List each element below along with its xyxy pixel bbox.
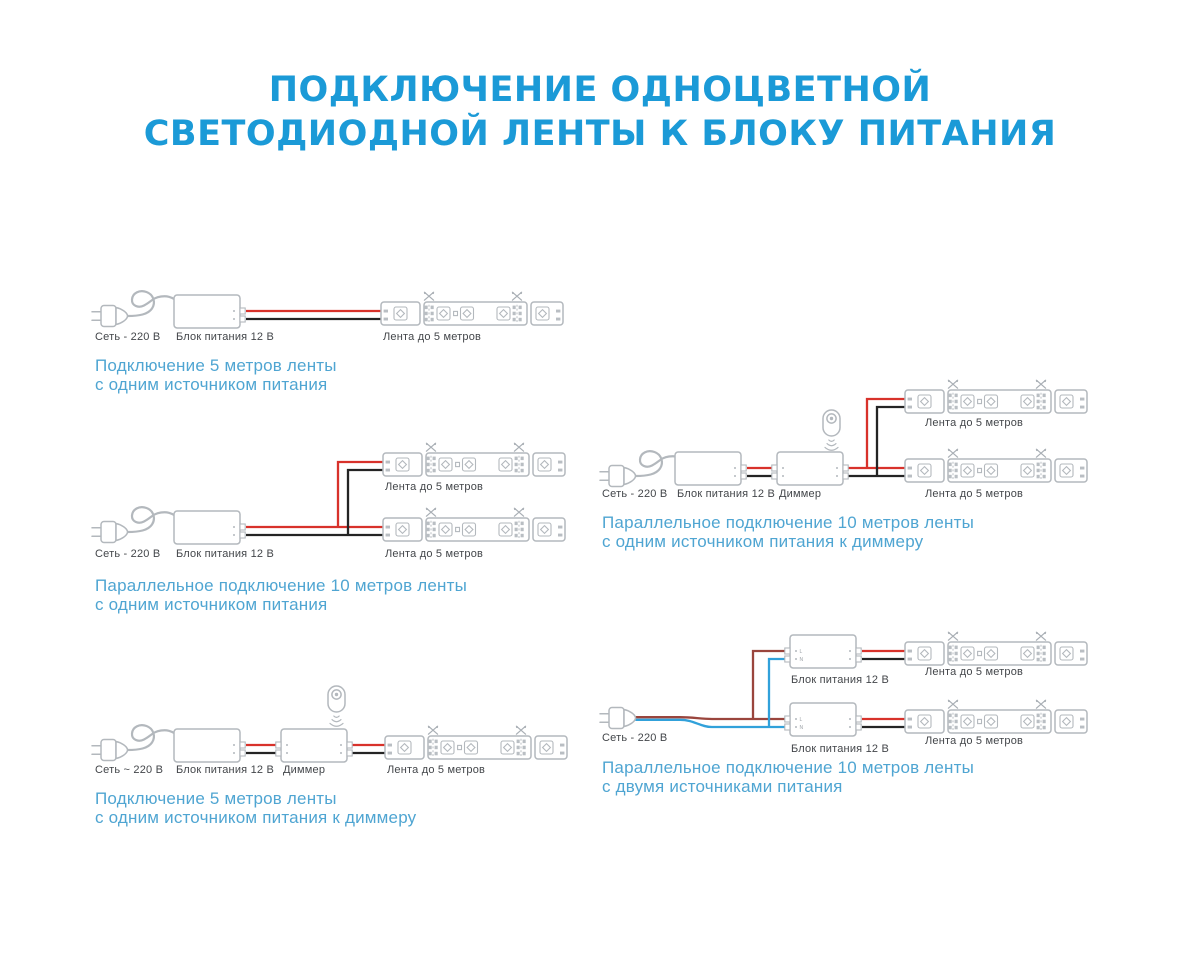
psu-box: L N	[784, 634, 862, 669]
strip-label: Лента до 5 метров	[925, 488, 1024, 500]
page-title-line1: ПОДКЛЮЧЕНИЕ ОДНОЦВЕТНОЙ	[268, 70, 932, 110]
wire-red-live	[635, 649, 786, 721]
page-title-line2: СВЕТОДИОДНОЙ ЛЕНТЫ К БЛОКУ ПИТАНИЯ	[143, 114, 1057, 154]
strip-label: Лента до 5 метров	[385, 548, 484, 560]
power-plug-icon	[599, 464, 637, 488]
psu-box	[173, 510, 246, 545]
diagram-caption: Параллельное подключение 10 метров ленты…	[95, 576, 468, 614]
diagram-caption: Параллельное подключение 10 метров ленты…	[602, 513, 975, 551]
psu-label: Блок питания 12 В	[791, 743, 890, 755]
mains-label: Сеть - 220 В	[95, 548, 161, 560]
psu-box	[674, 451, 747, 486]
remote-control-icon	[822, 409, 841, 452]
caption-line1: Параллельное подключение 10 метров ленты	[602, 513, 975, 532]
dimmer-box	[771, 451, 849, 486]
caption-line2: с одним источником питания к диммеру	[95, 807, 417, 827]
caption-line2: с одним источником питания к диммеру	[602, 531, 924, 551]
terminal-neutral-label: N	[800, 725, 804, 731]
mains-cable	[126, 290, 177, 318]
wire-blue-neutral	[635, 657, 786, 729]
caption-line2: с двумя источниками питания	[602, 776, 843, 796]
power-plug-icon	[91, 738, 129, 762]
power-plug-icon	[91, 520, 129, 544]
caption-line1: Параллельное подключение 10 метров ленты	[602, 758, 975, 777]
power-plug-icon	[91, 304, 129, 328]
caption-line1: Подключение 5 метров ленты	[95, 356, 337, 375]
led-strip	[904, 379, 1088, 414]
strip-label: Лента до 5 метров	[925, 735, 1024, 747]
led-strip	[904, 631, 1088, 666]
diagram-caption: Подключение 5 метров ленты с одним источ…	[95, 789, 417, 827]
led-strip	[380, 291, 564, 326]
psu-label: Блок питания 12 В	[176, 764, 275, 776]
diagram-caption: Подключение 5 метров ленты с одним источ…	[95, 356, 337, 394]
wire-black-minus	[747, 405, 906, 478]
page-title: ПОДКЛЮЧЕНИЕ ОДНОЦВЕТНОЙ СВЕТОДИОДНОЙ ЛЕН…	[0, 68, 1200, 156]
caption-line1: Параллельное подключение 10 метров ленты	[95, 576, 468, 595]
dimmer-label: Диммер	[283, 764, 326, 776]
strip-label: Лента до 5 метров	[925, 417, 1024, 429]
caption-line1: Подключение 5 метров ленты	[95, 789, 337, 808]
strip-label: Лента до 5 метров	[383, 331, 482, 343]
caption-line2: с одним источником питания	[95, 374, 328, 394]
mains-label: Сеть - 220 В	[602, 732, 668, 744]
mains-label: Сеть ~ 220 В	[95, 764, 164, 776]
psu-label: Блок питания 12 В	[791, 674, 890, 686]
led-strip	[904, 699, 1088, 734]
diagram-caption: Параллельное подключение 10 метров ленты…	[602, 758, 975, 796]
caption-line2: с одним источником питания	[95, 594, 328, 614]
terminal-live-label: L	[800, 649, 803, 655]
strip-label: Лента до 5 метров	[387, 764, 486, 776]
dimmer-label: Диммер	[779, 488, 822, 500]
strip-label: Лента до 5 метров	[385, 481, 484, 493]
mains-label: Сеть - 220 В	[95, 331, 161, 343]
remote-control-icon	[327, 685, 346, 728]
psu-label: Блок питания 12 В	[677, 488, 776, 500]
terminal-neutral-label: N	[800, 657, 804, 663]
wire-black-minus	[862, 657, 906, 729]
psu-box: L N	[784, 702, 862, 737]
led-strip	[904, 448, 1088, 483]
wire-red-plus	[246, 460, 384, 529]
wire-red-plus	[862, 649, 906, 721]
wire-black-minus	[246, 468, 384, 537]
mains-cable	[126, 506, 177, 534]
power-plug-icon	[599, 706, 637, 730]
strip-label: Лента до 5 метров	[925, 666, 1024, 678]
led-strip	[382, 507, 566, 542]
mains-cable	[126, 724, 177, 752]
psu-box	[173, 294, 246, 329]
psu-label: Блок питания 12 В	[176, 331, 275, 343]
dimmer-box	[275, 728, 353, 763]
mains-label: Сеть - 220 В	[602, 488, 668, 500]
psu-label: Блок питания 12 В	[176, 548, 275, 560]
led-strip	[382, 442, 566, 477]
psu-box	[173, 728, 246, 763]
led-strip	[384, 725, 568, 760]
terminal-live-label: L	[800, 717, 803, 723]
